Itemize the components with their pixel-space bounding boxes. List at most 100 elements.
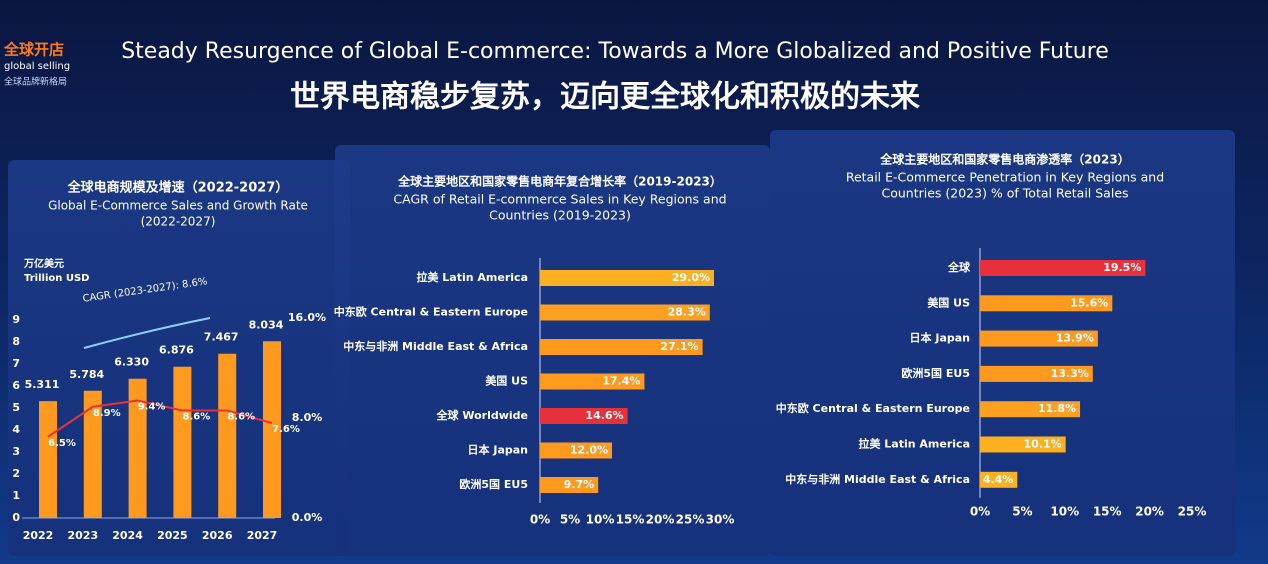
y-tick-label: 7 [12,357,20,370]
chart-subtitle: Countries (2023) % of Total Retail Sales [881,186,1128,201]
y-axis-label: 万亿美元 [23,257,64,270]
y-tick-label: 9 [12,313,20,326]
bar [980,436,1066,453]
chart-title: 全球电商规模及增速（2022-2027） [67,180,289,196]
y-tick-label: 全球 [947,260,971,274]
line [47,399,273,438]
data-label: 29.0% [672,271,710,284]
title-zh: 世界电商稳步复苏，迈向更全球化和积极的未来 [290,80,920,115]
y2-tick-label: 0.0% [292,511,323,524]
y-tick-label: 拉美 Latin America [858,437,970,451]
bar [83,390,102,518]
y-tick-label: 1 [12,489,20,502]
logo-en: global selling [4,61,70,72]
bar [540,408,628,424]
x-tick-label: 0% [970,505,990,519]
data-label: 6.330 [114,356,149,369]
chart-subtitle: Global E-Commerce Sales and Growth Rate [48,199,308,213]
x-tick-label: 15% [616,513,645,527]
data-label: 8.034 [249,318,284,331]
bar [218,353,237,518]
data-label: 12.0% [570,444,608,457]
data-label: 10.1% [1023,438,1061,451]
x-tick-label: 2023 [67,529,98,542]
x-tick-label: 25% [676,513,705,527]
logo-tag: 全球品牌新格局 [4,76,67,88]
x-tick-label: 2025 [157,529,188,542]
data-label: 28.3% [668,306,706,319]
data-label: 15.6% [1070,296,1108,309]
y-tick-label: 3 [12,445,20,458]
y-tick-label: 日本 Japan [468,443,528,457]
y-tick-label: 美国 US [927,295,970,309]
bar [980,260,1146,276]
data-label: 5.311 [25,378,60,391]
bar [263,341,281,518]
data-label: 8.6% [227,412,255,423]
logo: 全球开店 [3,41,64,59]
y-tick-label: 中东与非洲 Middle East & Africa [785,472,970,486]
data-label: 9.7% [564,478,595,491]
y-tick-label: 8 [12,335,20,348]
x-tick-label: 2024 [112,529,143,542]
bar [540,339,703,355]
data-label: 19.5% [1103,261,1141,274]
bar [540,270,714,286]
data-label: 5.784 [69,368,104,381]
chart-subtitle: Retail E-Commerce Penetration in Key Reg… [846,170,1164,185]
bar [980,401,1081,418]
x-tick-label: 2027 [247,529,278,542]
y-tick-label: 全球 Worldwide [436,408,528,422]
x-tick-label: 10% [1050,505,1079,519]
x-tick-label: 30% [706,513,735,527]
data-label: 9.4% [138,402,166,413]
chart-title: 全球主要地区和国家零售电商渗透率（2023） [879,152,1129,167]
bar [39,401,57,518]
bar [980,471,1018,488]
y-tick-label: 4 [12,423,20,436]
data-label: 17.4% [602,375,640,388]
chart-title: 全球主要地区和国家零售电商年复合增长率（2019-2023） [397,174,722,189]
annotation-arrow [83,317,211,349]
bar [980,330,1098,347]
bar [980,365,1093,382]
bar [980,295,1113,312]
title-en: Steady Resurgence of Global E-commerce: … [121,39,1109,64]
y-tick-label: 欧洲5国 EU5 [901,366,970,380]
chart-subtitle: Countries (2019-2023) [489,208,631,223]
data-label: 14.6% [585,409,623,422]
data-label: 7.467 [204,331,239,344]
y-axis-label: Trillion USD [24,273,89,284]
x-tick-label: 10% [586,513,615,527]
y-tick-label: 中东欧 Central & Eastern Europe [334,305,528,319]
data-label: 8.9% [93,408,121,419]
y-tick-label: 5 [12,401,20,414]
data-label: 11.8% [1038,402,1076,415]
y-tick-label: 中东与非洲 Middle East & Africa [343,339,528,353]
data-label: 8.6% [183,412,211,423]
bar [128,378,147,518]
data-label: 13.9% [1056,332,1094,345]
x-tick-label: 20% [1135,505,1164,519]
x-tick-label: 15% [1093,505,1122,519]
y-tick-label: 欧洲5国 EU5 [459,477,528,491]
bar [540,442,612,459]
x-tick-label: 2022 [23,529,54,542]
x-tick-label: 5% [560,513,580,527]
y2-tick-label: 16.0% [288,311,326,324]
data-label: 13.3% [1051,367,1089,380]
x-tick-label: 0% [530,513,550,527]
bar [540,304,710,321]
data-label: 27.1% [660,340,698,353]
bar [540,373,645,390]
data-label: 7.6% [272,424,300,435]
bar [173,366,192,518]
y-tick-label: 0 [12,511,20,524]
chart-subtitle: CAGR of Retail E-commerce Sales in Key R… [393,192,726,207]
y-tick-label: 美国 US [485,374,528,388]
x-tick-label: 20% [646,513,675,527]
y-tick-label: 拉美 Latin America [416,270,528,284]
y-tick-label: 中东欧 Central & Eastern Europe [776,401,970,415]
bar [540,477,599,493]
y-tick-label: 2 [12,467,20,480]
